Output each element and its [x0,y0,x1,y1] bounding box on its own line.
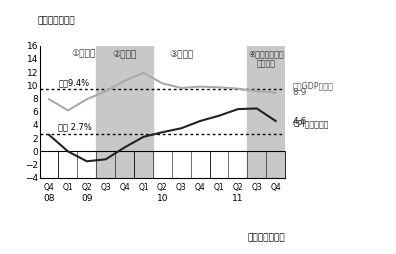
Text: Q3: Q3 [176,183,187,192]
Text: CPIインフレ率: CPIインフレ率 [293,119,329,128]
Text: Q1: Q1 [138,183,149,192]
Text: 09: 09 [81,194,93,203]
Text: 平均9.4%: 平均9.4% [59,78,89,87]
Text: 08: 08 [43,194,55,203]
Text: Q1: Q1 [63,183,73,192]
Text: Q3: Q3 [100,183,111,192]
Text: Q4: Q4 [195,183,206,192]
Text: 11: 11 [232,194,244,203]
Text: （前年比、％）: （前年比、％） [37,17,75,26]
Text: ③過熱期: ③過熱期 [169,49,193,58]
Text: ④スタグフレー
ション期: ④スタグフレー ション期 [248,49,284,68]
Text: Q4: Q4 [119,183,130,192]
Text: 8.9: 8.9 [293,88,307,97]
Text: Q4: Q4 [44,183,54,192]
Text: 10: 10 [156,194,168,203]
Bar [248,46,285,178]
Text: Q2: Q2 [232,183,243,192]
Text: Q2: Q2 [157,183,168,192]
Bar [96,46,153,178]
Text: ①後退期: ①後退期 [72,49,96,58]
Text: Q3: Q3 [251,183,262,192]
Text: Q4: Q4 [270,183,281,192]
Text: Q1: Q1 [214,183,224,192]
Text: ②回復期: ②回復期 [112,49,137,58]
Text: Q2: Q2 [82,183,92,192]
Text: （年、四半期）: （年、四半期） [248,233,285,242]
Text: 平均 2.7%: 平均 2.7% [59,123,92,132]
Text: 実質GDP成長率: 実質GDP成長率 [293,82,333,90]
Text: 4.6: 4.6 [293,117,307,125]
